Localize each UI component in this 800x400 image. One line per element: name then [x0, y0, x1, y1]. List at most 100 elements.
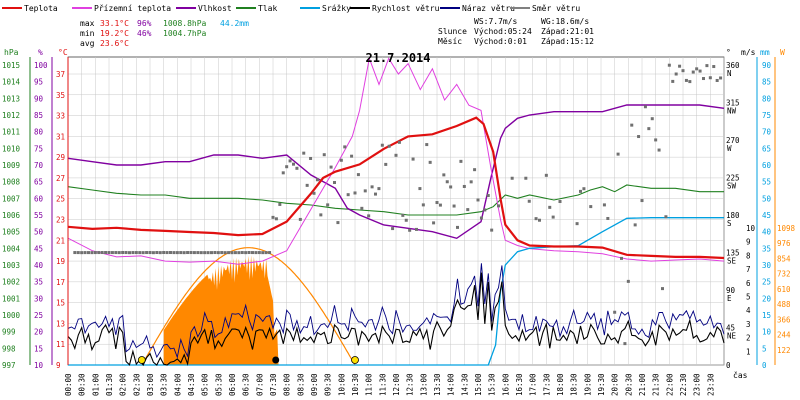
time-tick: 09:00: [310, 373, 319, 396]
time-tick: 22:00: [665, 373, 674, 396]
wind-speed-tick: 4: [746, 306, 751, 315]
direction-dot: [418, 187, 422, 191]
direction-dot: [558, 199, 562, 203]
series-tlak: [67, 184, 724, 216]
pressure-tick: 999: [2, 328, 16, 337]
direction-dot: [630, 123, 634, 127]
direction-dot: [473, 168, 477, 172]
direction-dot: [678, 64, 682, 68]
direction-dot: [165, 251, 169, 255]
direction-dot: [186, 251, 190, 255]
sun-curve-line: [141, 247, 356, 366]
temperature-tick: 15: [56, 299, 65, 308]
wind-speed-tick: 3: [746, 320, 751, 329]
direction-dot: [671, 79, 675, 83]
humidity-axis-unit: %: [38, 48, 43, 57]
time-tick: 04:30: [187, 373, 196, 396]
humidity-tick: 65: [34, 178, 43, 187]
direction-dot: [100, 251, 104, 255]
time-tick: 06:30: [242, 373, 251, 396]
precip-tick: 65: [762, 144, 771, 153]
direction-dot: [230, 251, 234, 255]
precip-tick: 90: [762, 61, 772, 70]
direction-dot: [76, 251, 80, 255]
humidity-tick: 25: [34, 311, 43, 320]
stats-block: max 33.1°C 96% 1008.8hPa 44.2mm min 19.2°C 46% 1…: [80, 17, 594, 48]
direction-dot: [640, 199, 644, 203]
pressure-tick: 1013: [2, 94, 20, 103]
pressure-tick: 1003: [2, 261, 20, 270]
time-tick: 08:30: [296, 373, 305, 396]
direction-compass-label: N: [727, 69, 732, 78]
direction-dot: [223, 251, 227, 255]
precip-tick: 70: [762, 128, 772, 137]
direction-dot: [216, 251, 220, 255]
direction-dot: [479, 216, 483, 220]
pressure-tick: 1005: [2, 228, 20, 237]
humidity-tick: 40: [34, 261, 44, 270]
direction-dot: [637, 135, 641, 139]
time-tick: 16:30: [515, 373, 524, 396]
solar-tick: 122: [777, 346, 791, 355]
direction-dot: [459, 159, 463, 163]
sun-curve: [141, 247, 356, 366]
direction-dot: [589, 205, 593, 209]
pressure-tick: 1011: [2, 128, 20, 137]
direction-dot: [220, 251, 224, 255]
stats-row-label: max: [80, 19, 95, 28]
left-axes: hPa% °C1015101410131012101110101009100810…: [2, 48, 69, 370]
direction-dot: [124, 251, 128, 255]
direction-dot: [363, 189, 367, 193]
direction-dot: [370, 185, 374, 189]
right-axes: ° m/s mm W360N315NW270W225SW180S135SE90E45N…: [726, 48, 796, 370]
wind-speed-tick: 9: [746, 238, 751, 247]
direction-dot: [210, 251, 213, 255]
humidity-tick: 80: [34, 128, 44, 137]
direction-dot: [182, 251, 186, 255]
direction-dot: [438, 203, 442, 207]
direction-dot: [702, 77, 705, 81]
wind-speed-tick: 2: [746, 334, 751, 343]
pressure-tick: 1001: [2, 294, 20, 303]
direction-tick: 270: [726, 136, 740, 145]
precip-tick: 10: [762, 328, 772, 337]
direction-dot: [510, 176, 514, 180]
time-tick: 12:00: [392, 373, 401, 396]
precip-tick: 5: [762, 344, 767, 353]
humidity-tick: 70: [34, 161, 44, 170]
time-tick: 01:30: [105, 373, 114, 396]
direction-dot: [254, 251, 258, 255]
direction-dot: [278, 202, 282, 206]
precip-tick: 30: [762, 261, 772, 270]
direction-dot: [251, 251, 254, 255]
direction-dot: [281, 171, 285, 175]
direction-axis-unit: °: [726, 48, 731, 57]
time-axis: 00:00 00:30 01:00 01:30 02:00 02:30 03:00 03:30…: [64, 373, 715, 396]
stats-pressure: 1008.8hPa: [163, 19, 207, 28]
legend-label: Rychlost větru: [372, 4, 440, 13]
direction-dot: [305, 183, 309, 187]
temperature-tick: 35: [56, 91, 65, 100]
direction-dot: [203, 251, 207, 255]
humidity-tick: 75: [34, 144, 43, 153]
humidity-tick: 10: [34, 361, 44, 370]
time-tick: 19:30: [597, 373, 606, 396]
direction-dot: [315, 178, 319, 182]
humidity-tick: 60: [34, 194, 44, 203]
direction-dot: [684, 78, 688, 82]
precip-tick: 85: [762, 78, 771, 87]
direction-dot: [469, 180, 473, 184]
humidity-tick: 95: [34, 78, 43, 87]
pressure-tick: 1004: [2, 244, 21, 253]
time-tick: 13:00: [419, 373, 428, 396]
direction-dot: [626, 279, 630, 283]
direction-dot: [319, 213, 323, 217]
direction-dot: [237, 251, 241, 255]
chart-title: 21.7.2014: [365, 51, 430, 65]
direction-dot: [206, 251, 210, 255]
direction-dot: [483, 208, 487, 212]
humidity-tick: 35: [34, 278, 43, 287]
direction-dot: [353, 191, 357, 195]
time-tick: 10:00: [337, 373, 346, 396]
direction-dot: [486, 194, 490, 198]
